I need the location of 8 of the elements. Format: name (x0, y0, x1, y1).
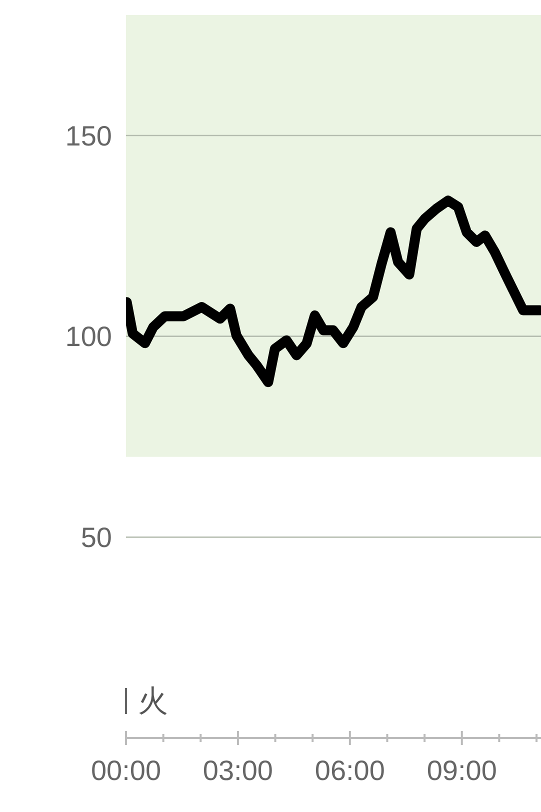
x-tick-label: 09:00 (426, 755, 497, 786)
annotation: 火 (138, 685, 168, 718)
y-tick-label: 150 (65, 120, 112, 152)
y-tick-label: 50 (80, 522, 112, 553)
x-tick-label: 06:00 (314, 755, 385, 786)
x-tick-label: 00:00 (90, 755, 162, 786)
y-tick-label: 100 (65, 321, 112, 352)
x-tick-label: 03:00 (202, 755, 273, 786)
